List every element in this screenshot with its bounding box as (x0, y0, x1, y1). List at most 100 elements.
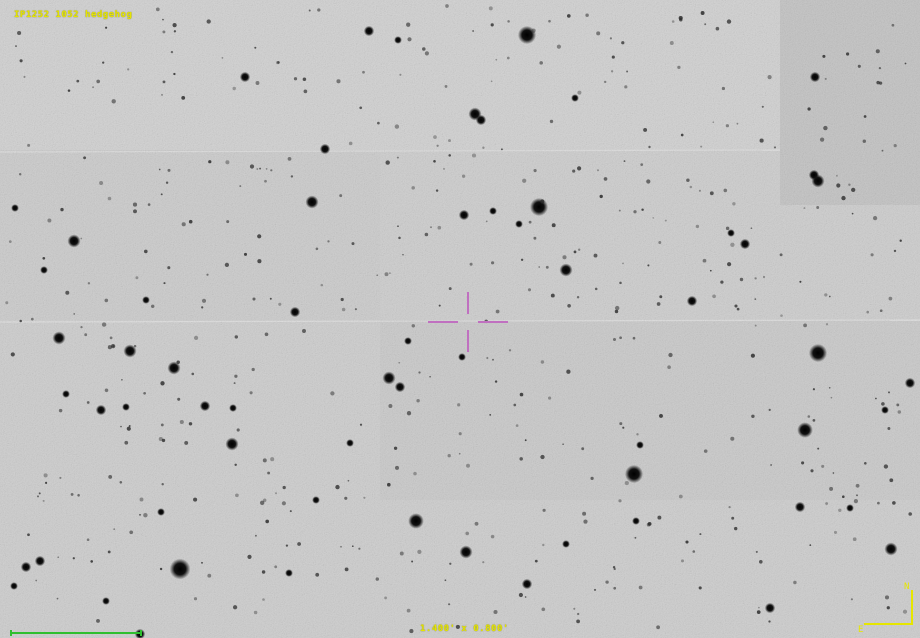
faint-star (150, 304, 155, 309)
faint-star (155, 7, 160, 12)
faint-star (751, 414, 755, 419)
star (794, 501, 806, 513)
faint-star (165, 181, 169, 184)
faint-star (121, 378, 123, 381)
faint-star (754, 277, 757, 280)
faint-star (303, 89, 308, 94)
faint-star (256, 168, 259, 170)
faint-star (348, 141, 353, 146)
star (67, 234, 81, 248)
faint-star (641, 208, 644, 211)
faint-star (803, 323, 807, 328)
faint-star (833, 530, 838, 534)
faint-star (612, 565, 616, 569)
faint-star (262, 598, 265, 601)
faint-star (472, 30, 474, 32)
faint-star (736, 122, 739, 125)
star (62, 390, 70, 398)
star (809, 71, 821, 83)
faint-star (469, 262, 473, 266)
faint-star (385, 160, 390, 165)
faint-star (810, 469, 814, 473)
faint-star (330, 391, 335, 396)
faint-star (816, 206, 820, 209)
faint-star (899, 239, 902, 242)
faint-star (736, 307, 740, 311)
faint-star (721, 86, 726, 91)
faint-star (619, 336, 622, 340)
faint-star (551, 223, 556, 228)
faint-star (540, 360, 545, 364)
faint-star (406, 22, 411, 27)
faint-star (634, 536, 637, 539)
faint-star (541, 607, 546, 612)
faint-star (603, 177, 608, 181)
faint-star (566, 369, 571, 374)
star (624, 464, 644, 484)
faint-star (264, 332, 269, 337)
faint-star (633, 210, 637, 214)
faint-star (482, 561, 485, 564)
faint-star (167, 266, 171, 270)
faint-star (167, 168, 171, 172)
faint-star (756, 610, 761, 614)
faint-star (253, 610, 258, 615)
faint-star (411, 560, 414, 563)
faint-star (715, 26, 720, 31)
star (686, 295, 698, 307)
faint-star (474, 521, 479, 526)
faint-star (879, 309, 883, 313)
faint-star (109, 336, 113, 340)
faint-star (723, 188, 728, 193)
star (764, 602, 776, 614)
faint-star (120, 425, 122, 428)
faint-star (433, 135, 437, 139)
faint-star (42, 256, 46, 260)
faint-star (755, 550, 758, 553)
faint-star (824, 77, 827, 80)
star (363, 25, 375, 37)
faint-star (104, 298, 109, 303)
faint-star (188, 219, 193, 224)
faint-star (267, 471, 271, 475)
faint-star (821, 464, 825, 468)
star (739, 238, 751, 250)
faint-star (10, 352, 15, 357)
faint-star (232, 86, 236, 91)
faint-star (438, 304, 441, 307)
faint-star (522, 178, 527, 183)
faint-star (429, 375, 431, 378)
faint-star (896, 403, 900, 407)
faint-star (872, 215, 878, 221)
faint-star (647, 264, 650, 267)
scale-bar (10, 630, 142, 636)
faint-star (566, 14, 571, 18)
faint-star (77, 494, 80, 497)
faint-star (581, 447, 585, 451)
faint-star (5, 301, 9, 305)
faint-star (60, 207, 64, 212)
star (515, 220, 523, 228)
faint-star (388, 404, 393, 408)
faint-star (277, 61, 280, 64)
faint-star (875, 49, 880, 54)
faint-star (725, 124, 730, 128)
faint-star (528, 220, 532, 224)
faint-star (648, 145, 651, 149)
faint-star (56, 597, 59, 600)
faint-star (739, 277, 744, 282)
faint-star (680, 559, 685, 563)
faint-star (265, 519, 270, 524)
faint-star (646, 179, 651, 184)
faint-star (780, 314, 783, 317)
faint-star (669, 41, 674, 45)
star (229, 404, 237, 412)
faint-star (881, 149, 884, 152)
faint-star (65, 290, 70, 295)
faint-star (84, 333, 88, 337)
star (169, 558, 191, 580)
star (225, 437, 239, 451)
star (122, 403, 130, 411)
faint-star (177, 397, 181, 401)
faint-star (612, 337, 617, 342)
